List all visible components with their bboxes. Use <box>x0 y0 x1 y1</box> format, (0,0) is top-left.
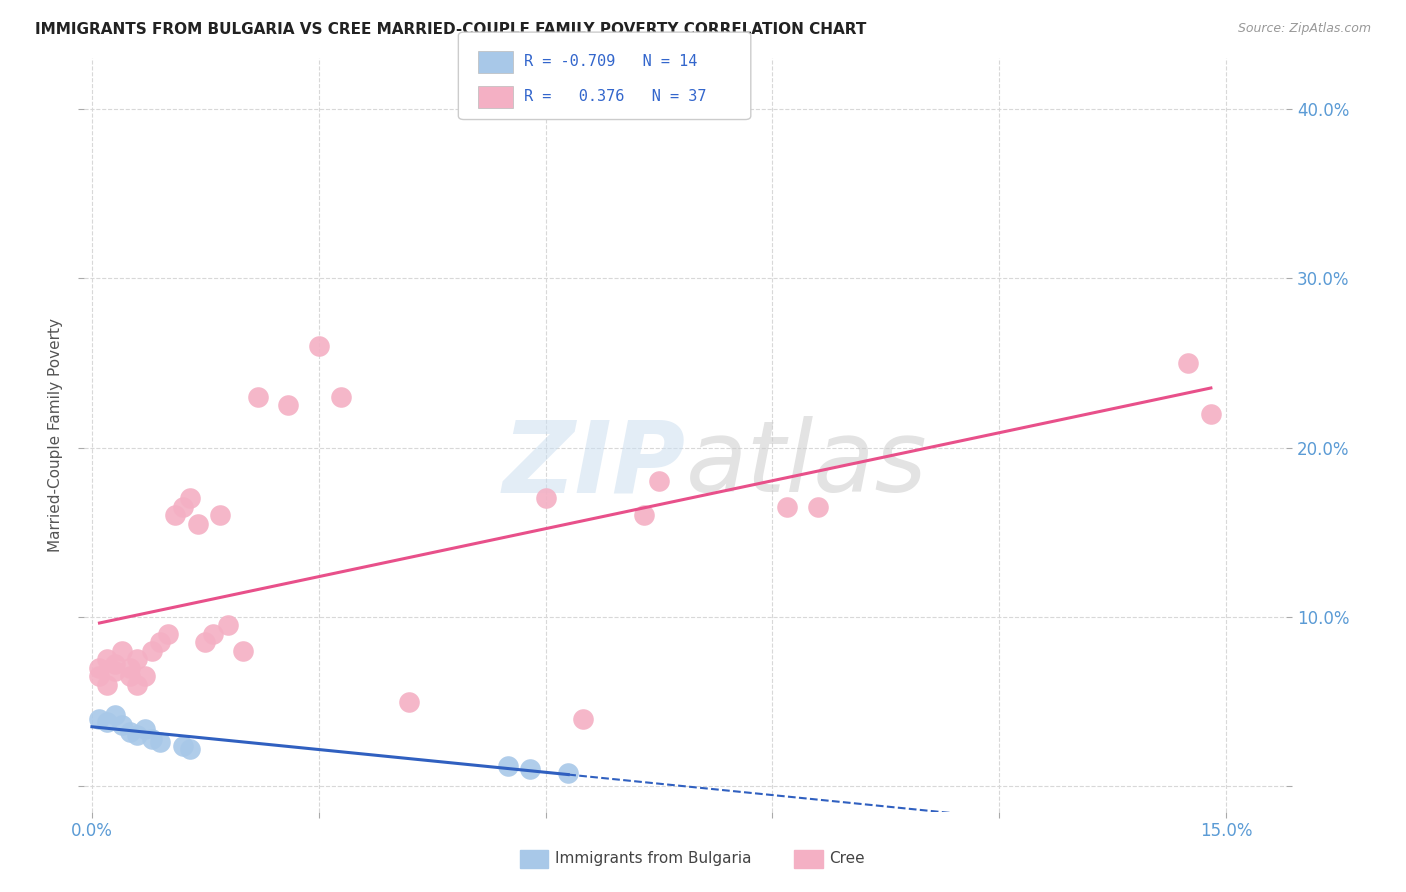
Text: atlas: atlas <box>686 417 927 514</box>
Point <box>557 765 579 780</box>
Point <box>247 390 270 404</box>
Point <box>118 661 141 675</box>
Point <box>141 731 163 746</box>
Point <box>194 635 217 649</box>
Point <box>134 669 156 683</box>
Point <box>111 718 134 732</box>
Point <box>201 627 224 641</box>
Point <box>172 739 194 753</box>
Point <box>118 669 141 683</box>
Text: R = -0.709   N = 14: R = -0.709 N = 14 <box>524 54 697 70</box>
Point <box>572 712 595 726</box>
Point <box>534 491 557 506</box>
Point <box>776 500 799 514</box>
Text: Immigrants from Bulgaria: Immigrants from Bulgaria <box>555 852 752 866</box>
Point <box>807 500 830 514</box>
Point <box>118 725 141 739</box>
Point <box>127 678 149 692</box>
Point <box>149 735 172 749</box>
Point <box>104 708 127 723</box>
Point <box>398 695 420 709</box>
Point <box>127 652 149 666</box>
Point <box>111 644 134 658</box>
Text: Cree: Cree <box>830 852 865 866</box>
Point <box>96 652 118 666</box>
Point <box>217 618 239 632</box>
Point <box>308 339 330 353</box>
Y-axis label: Married-Couple Family Poverty: Married-Couple Family Poverty <box>48 318 63 552</box>
Point <box>187 516 209 531</box>
Point <box>496 759 519 773</box>
Point <box>277 398 299 412</box>
Point <box>179 491 201 506</box>
Point <box>89 712 111 726</box>
Point <box>209 508 232 523</box>
Point <box>134 722 156 736</box>
Point <box>89 661 111 675</box>
Point <box>156 627 179 641</box>
Point <box>104 657 127 672</box>
Point <box>165 508 187 523</box>
Text: R =   0.376   N = 37: R = 0.376 N = 37 <box>524 89 707 104</box>
Point <box>1177 356 1199 370</box>
Text: Source: ZipAtlas.com: Source: ZipAtlas.com <box>1237 22 1371 36</box>
Point <box>127 729 149 743</box>
Point <box>96 714 118 729</box>
Point <box>96 678 118 692</box>
Point <box>149 635 172 649</box>
Point <box>141 644 163 658</box>
Point <box>633 508 655 523</box>
Point <box>89 669 111 683</box>
Point <box>519 763 541 777</box>
Point <box>172 500 194 514</box>
Point <box>232 644 254 658</box>
Point <box>179 742 201 756</box>
Point <box>330 390 353 404</box>
Text: IMMIGRANTS FROM BULGARIA VS CREE MARRIED-COUPLE FAMILY POVERTY CORRELATION CHART: IMMIGRANTS FROM BULGARIA VS CREE MARRIED… <box>35 22 866 37</box>
Point <box>648 475 671 489</box>
Point <box>104 664 127 678</box>
Text: ZIP: ZIP <box>502 417 686 514</box>
Point <box>1199 407 1222 421</box>
